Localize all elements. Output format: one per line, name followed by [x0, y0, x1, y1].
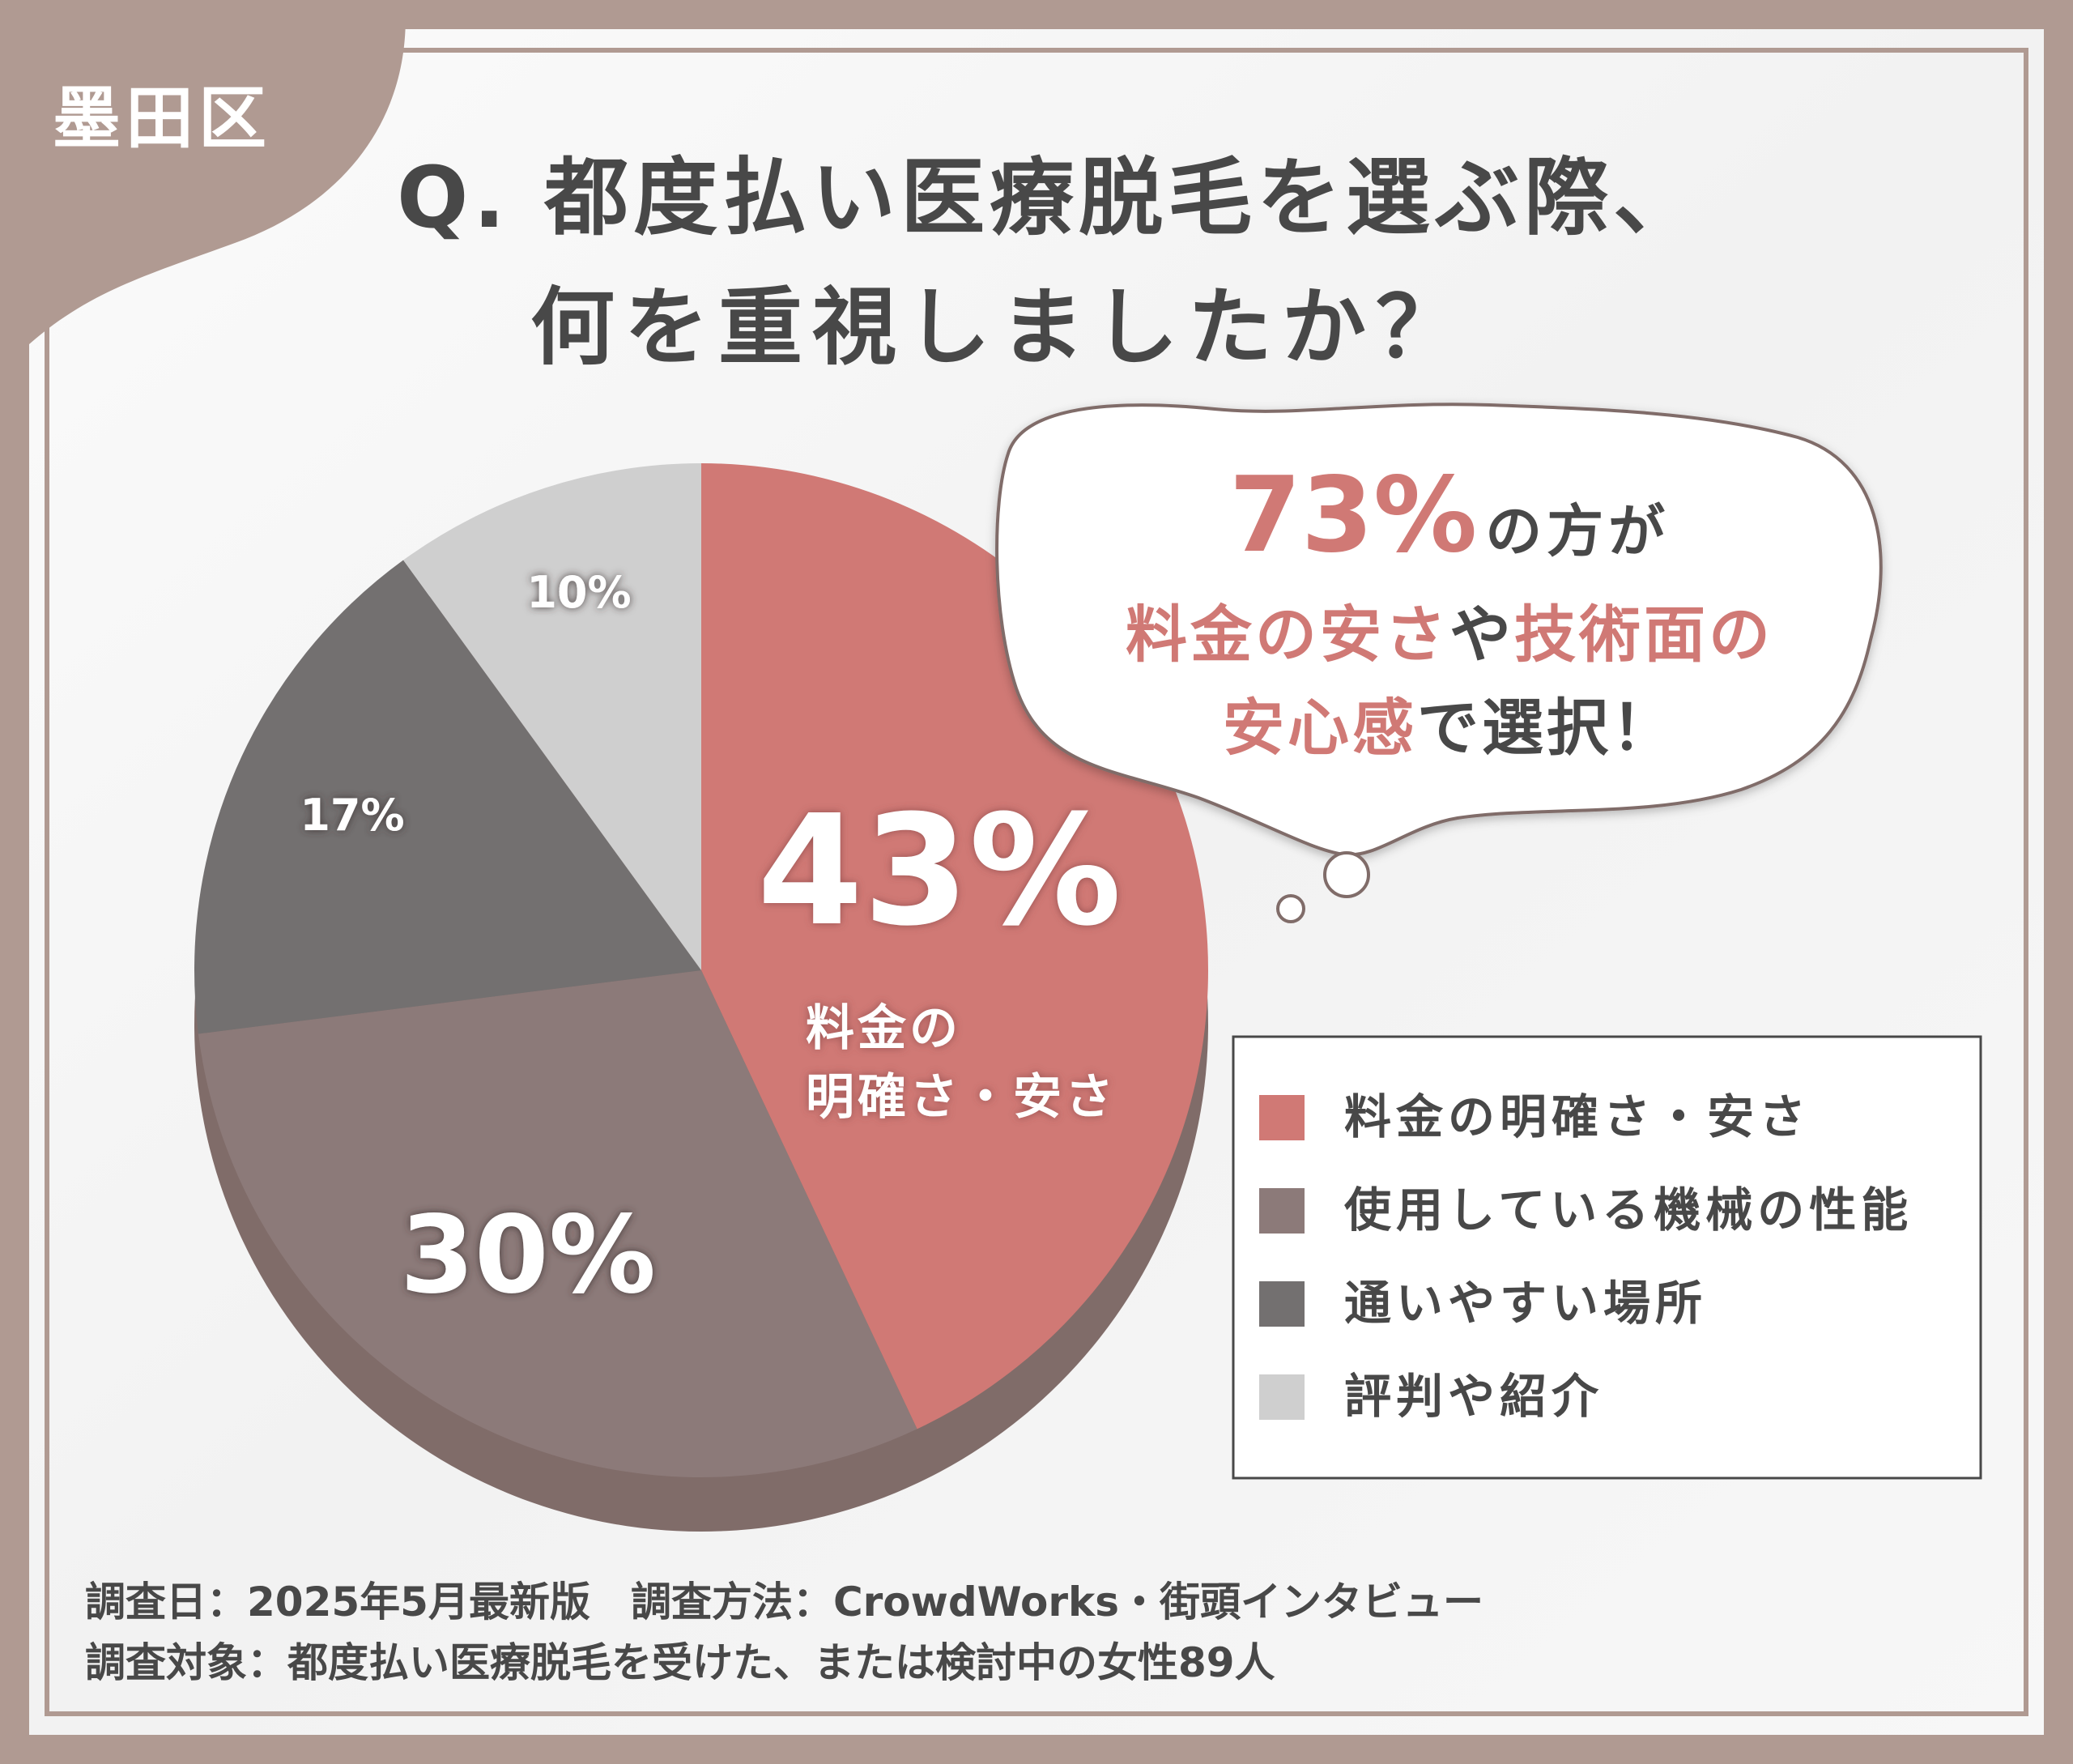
- legend-label-1: 使用している機械の性能: [1344, 1182, 1913, 1238]
- legend-label-0: 料金の明確さ・安さ: [1344, 1089, 1811, 1144]
- callout-line-3-a: 安心感: [1223, 692, 1417, 764]
- callout-line-2-a: 料金の安さ: [1126, 599, 1449, 671]
- legend-label-3: 評判や紹介: [1344, 1369, 1603, 1424]
- callout-percent: 73%: [1229, 455, 1477, 576]
- legend-swatch-3: [1259, 1374, 1305, 1420]
- question-line-2: 何を重視しましたか？: [530, 278, 1470, 377]
- callout-cloud-body: [995, 403, 1883, 857]
- callout-line-1-suffix: の方が: [1485, 498, 1670, 565]
- callout-line-2: 料金の安さや技術面の: [1126, 599, 1773, 671]
- corner-badge: [0, 0, 406, 344]
- callout-bubble-small: [1276, 894, 1305, 923]
- legend-label-2: 通いやすい場所: [1344, 1276, 1707, 1331]
- slice-3-percent-label: 10%: [526, 567, 631, 618]
- question-line-1: Q. 都度払い医療脱毛を選ぶ際、: [397, 148, 1702, 247]
- area-badge-label: 墨田区: [53, 79, 271, 158]
- callout-bubble-large: [1323, 851, 1370, 898]
- survey-info-line-2: 調査対象：都度払い医療脱毛を受けた、または検討中の女性89人: [85, 1639, 1275, 1686]
- callout-cloud: [995, 403, 1883, 923]
- callout-line-2-c: 技術面の: [1514, 599, 1773, 671]
- pie-slice-1: [198, 970, 917, 1477]
- slice-0-category-line-1: 料金の: [806, 1000, 961, 1057]
- pie-slice-2: [194, 560, 701, 1034]
- slice-0-percent-label: 43%: [757, 782, 1122, 960]
- legend-box: [1232, 1035, 1982, 1480]
- slice-0-category-line-2: 明確さ・安さ: [806, 1069, 1117, 1126]
- callout-line-1: 73% の方が: [1229, 455, 1670, 576]
- slice-2-percent-label: 17%: [300, 790, 404, 841]
- callout-line-3-b: で選択！: [1417, 692, 1676, 764]
- slice-1-percent-label: 30%: [400, 1193, 656, 1318]
- inner-border: [45, 48, 2028, 1716]
- pie-slice-3: [403, 463, 701, 970]
- survey-info-line-1: 調査日：2025年5月最新版 調査方法：CrowdWorks・街頭インタビュー: [85, 1579, 1483, 1626]
- legend-swatch-1: [1259, 1188, 1305, 1234]
- callout-line-3: 安心感で選択！: [1223, 692, 1676, 764]
- callout-line-2-b: や: [1449, 599, 1514, 671]
- legend-swatch-2: [1259, 1281, 1305, 1327]
- legend-swatch-0: [1259, 1095, 1305, 1140]
